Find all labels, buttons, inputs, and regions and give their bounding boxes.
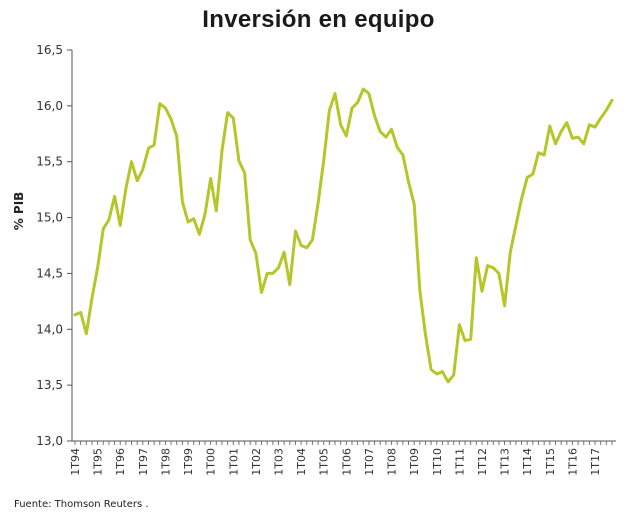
- y-tick-label: 16,0: [36, 99, 63, 113]
- x-tick-label: 1T08: [386, 448, 399, 476]
- y-tick-label: 14,5: [36, 266, 63, 280]
- x-tick-label: 1T03: [272, 448, 285, 476]
- x-tick-label: 1T15: [544, 448, 557, 476]
- series-line: [73, 87, 614, 384]
- x-axis-ticks: 1T94 1T95 1T96 1T97 1T98 1T99 1T00 1T01 1T02 1T03…: [69, 441, 613, 476]
- x-tick-label: 1T98: [159, 448, 172, 476]
- y-tick-label: 13,5: [36, 378, 63, 392]
- x-tick-label: 1T12: [476, 448, 489, 476]
- chart-title: Inversión en equipo: [202, 6, 435, 33]
- x-tick-label: 1T14: [521, 448, 534, 476]
- x-tick-label: 1T00: [205, 448, 218, 476]
- x-tick-label: 1T11: [453, 448, 466, 476]
- source-note: Fuente: Thomson Reuters .: [14, 499, 149, 510]
- x-tick-label: 1T05: [318, 448, 331, 476]
- x-tick-label: 1T99: [182, 448, 195, 476]
- x-tick-label: 1T96: [114, 448, 127, 476]
- y-axis-ticks: 13,0 13,5 14,0 14,5 15,0 15,5 16,0 16,5: [36, 43, 72, 448]
- y-tick-label: 15,0: [36, 211, 63, 225]
- y-tick-label: 15,5: [36, 155, 63, 169]
- x-tick-label: 1T13: [499, 448, 512, 476]
- x-tick-label: 1T97: [137, 448, 150, 476]
- x-tick-label: 1T04: [295, 448, 308, 476]
- x-tick-label: 1T94: [69, 448, 82, 476]
- x-tick-label: 1T10: [431, 448, 444, 476]
- x-tick-label: 1T01: [227, 448, 240, 476]
- y-tick-label: 16,5: [36, 43, 63, 57]
- x-tick-label: 1T09: [408, 448, 421, 476]
- y-tick-label: 14,0: [36, 322, 63, 336]
- y-tick-label: 13,0: [36, 434, 63, 448]
- x-tick-label: 1T02: [250, 448, 263, 476]
- x-tick-label: 1T95: [92, 448, 105, 476]
- x-tick-label: 1T17: [589, 448, 602, 476]
- x-tick-label: 1T07: [363, 448, 376, 476]
- x-tick-label: 1T16: [566, 448, 579, 476]
- x-tick-label: 1T06: [340, 448, 353, 476]
- y-axis-title: % PIB: [12, 192, 26, 231]
